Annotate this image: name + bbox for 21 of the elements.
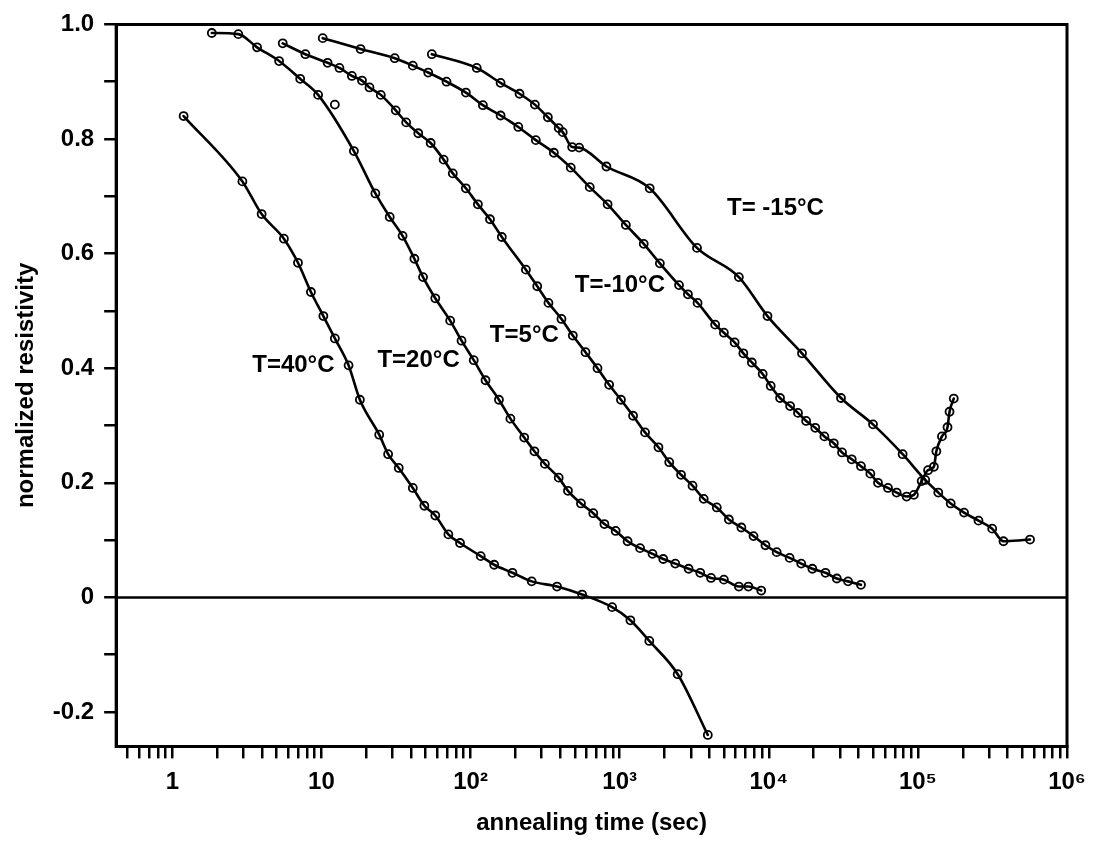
- y-axis-title: normalized resistivity: [11, 262, 39, 509]
- y-tick-label: 0.4: [60, 352, 95, 380]
- x-tick-label: 10²: [453, 767, 488, 795]
- y-tick-label: 1.0: [60, 9, 95, 37]
- y-tick-label: 0.2: [60, 467, 95, 495]
- annotation: T=20°C: [377, 344, 460, 372]
- x-tick-label: 1: [165, 767, 180, 795]
- y-tick-label: -0.2: [52, 696, 95, 724]
- x-tick-label: 10⁵: [898, 767, 937, 795]
- annotation: T=40°C: [252, 349, 335, 377]
- y-tick-label: 0.8: [60, 123, 95, 151]
- annotation: T=-10°C: [574, 269, 666, 297]
- annotation: T= -15°C: [726, 192, 824, 220]
- y-tick-label: 0.6: [60, 238, 95, 266]
- x-tick-label: 10⁴: [749, 767, 789, 795]
- y-tick-label: 0: [80, 582, 95, 610]
- x-axis-title: annealing time (sec): [476, 808, 707, 836]
- x-tick-label: 10: [308, 767, 335, 795]
- annotation: T=5°C: [489, 320, 559, 348]
- x-tick-label: 10³: [602, 767, 638, 795]
- x-tick-label: 10⁶: [1048, 767, 1086, 795]
